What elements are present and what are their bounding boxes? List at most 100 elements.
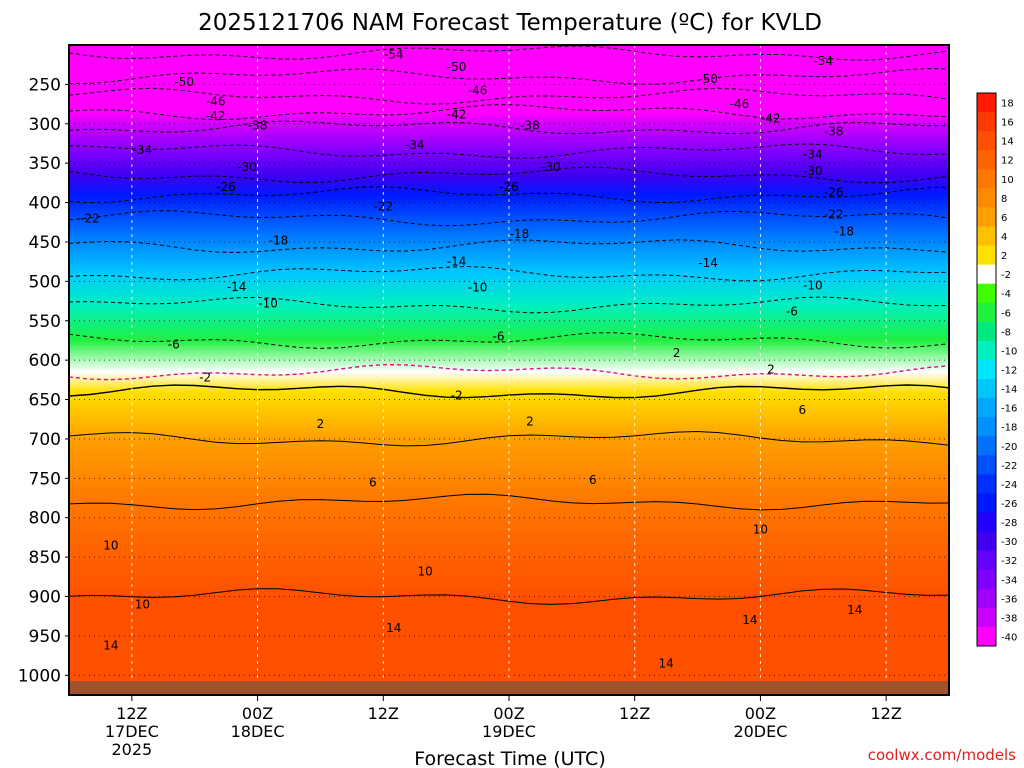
contour-label: -50 <box>698 72 718 86</box>
colorbar-tick-label: 16 <box>1001 118 1014 129</box>
contour-label: -10 <box>468 281 488 295</box>
contour-label-text: -10 <box>803 278 823 292</box>
contour-labels: -54-50 -54-50 -50-46-46 -46-42 -42 -42-38 -38-… <box>80 47 862 670</box>
contour-label-text: 10 <box>753 523 768 537</box>
contour-label: 2 <box>673 346 681 360</box>
contour-label-text: 14 <box>742 613 757 627</box>
contour-label: 6 <box>799 403 807 417</box>
y-tick-label: 650 <box>29 391 61 411</box>
contour-label: -26 <box>499 180 519 194</box>
contour-label-text: -26 <box>499 180 519 194</box>
y-tick-label: 750 <box>29 469 61 489</box>
colorbar-tick-label: -24 <box>1001 480 1017 491</box>
colorbar-tick-label: -40 <box>1001 632 1017 643</box>
x-axis-ticks: 12Z 17DEC 2025 00Z 18DEC 12Z 00Z 19DEC 12Z 00Z 20D… <box>105 695 902 759</box>
colorbar-tick-label: -38 <box>1001 613 1017 624</box>
contour-label-text: -26 <box>216 180 236 194</box>
contour-label-text: -46 <box>730 97 750 111</box>
contour-label: -10 <box>803 278 823 292</box>
contour-label: -50 <box>447 60 467 74</box>
contour-label-text: 6 <box>589 473 597 487</box>
contour-label-text: 14 <box>103 638 118 652</box>
contour-label-text: -6 <box>493 330 505 344</box>
colorbar-tick-label: -20 <box>1001 442 1017 453</box>
y-tick-label: 400 <box>29 194 61 214</box>
colorbar-swatch <box>977 245 996 266</box>
y-tick-label: 950 <box>29 627 61 647</box>
colorbar-swatch <box>977 550 996 571</box>
colorbar-tick-label: -22 <box>1001 461 1017 472</box>
colorbar-swatch <box>977 150 996 170</box>
contour-label-text: 14 <box>847 603 862 617</box>
contour-label: -46 <box>468 84 488 98</box>
chart-title: 2025121706 NAM Forecast Temperature (ºC)… <box>198 10 822 36</box>
y-tick-label: 1000 <box>18 666 61 686</box>
contour-label-text: -10 <box>468 281 488 295</box>
contour-label: 2 <box>767 363 775 377</box>
contour-label: -50 <box>174 75 194 89</box>
contour-label-text: -42 <box>206 109 226 123</box>
colorbar-tick-label: -36 <box>1001 594 1017 605</box>
contour-label-text: -14 <box>227 280 247 294</box>
colorbar-swatch <box>977 340 996 361</box>
contour-label: 6 <box>589 473 597 487</box>
grid-lines <box>69 45 949 695</box>
contour-label-text: -42 <box>761 111 781 125</box>
colorbar: 18 16 14 12 10 8 6 4 2 -2 -4 -6 -8 -10 -12 -14 -16 -18 -20… <box>976 92 1017 647</box>
y-tick-label: 250 <box>29 75 61 95</box>
colorbar-swatch <box>977 607 996 628</box>
contour-label: -42 <box>761 111 781 125</box>
contour-label: 10 <box>135 597 150 611</box>
colorbar-swatch <box>977 226 996 247</box>
colorbar-swatch <box>977 93 996 113</box>
colorbar-swatch <box>977 112 996 132</box>
colorbar-tick-label: -18 <box>1001 423 1017 434</box>
contour-label: -18 <box>510 227 530 241</box>
colorbar-swatch <box>977 531 996 552</box>
isotherm-line <box>69 67 949 85</box>
y-tick-label: 900 <box>29 588 61 608</box>
colorbar-swatch <box>977 264 996 285</box>
contour-label-text: -18 <box>269 233 289 247</box>
y-tick-label: 500 <box>29 272 61 292</box>
contour-label-text: 2 <box>767 363 775 377</box>
colorbar-swatch <box>977 207 996 227</box>
contour-label: -6 <box>493 330 505 344</box>
colorbar-swatch <box>977 302 996 323</box>
colorbar-swatch <box>977 283 996 304</box>
colorbar-swatch <box>977 417 996 437</box>
contour-label-text: -30 <box>237 160 257 174</box>
y-tick-label: 700 <box>29 430 61 450</box>
colorbar-swatch <box>977 169 996 189</box>
colorbar-swatch <box>977 359 996 380</box>
contour-label-text: -46 <box>468 84 488 98</box>
contour-label: -10 <box>258 296 278 310</box>
isotherm-line <box>69 104 949 121</box>
contour-label: 10 <box>753 523 768 537</box>
colorbar-tick-label: -30 <box>1001 537 1017 548</box>
contour-label: -46 <box>206 95 226 109</box>
isotherm-line <box>69 120 949 135</box>
isotherm-line <box>69 239 949 254</box>
x-axis-label: Forecast Time (UTC) <box>414 748 605 768</box>
x-tick-label: 12Z <box>870 704 901 723</box>
y-tick-label: 450 <box>29 233 61 253</box>
contour-label-text: -54 <box>813 54 833 68</box>
contour-label-text: 6 <box>799 403 807 417</box>
contour-label-text: -38 <box>248 118 268 132</box>
contour-label: -22 <box>80 211 100 225</box>
colorbar-tick-label: -4 <box>1001 289 1011 300</box>
contour-label: -38 <box>520 118 540 132</box>
contour-label-text: -14 <box>447 255 467 269</box>
contour-label: 14 <box>847 603 862 617</box>
contour-label: -34 <box>803 148 823 162</box>
colorbar-swatch <box>977 474 996 494</box>
contour-label-text: -34 <box>803 148 823 162</box>
colorbar-swatch <box>977 512 996 533</box>
contour-label-text: 6 <box>369 475 377 489</box>
contour-label-text: -2 <box>451 389 463 403</box>
contour-label-text: -30 <box>541 160 561 174</box>
contour-label-text: 14 <box>386 621 401 635</box>
contour-label-text: -34 <box>405 138 425 152</box>
credit-link[interactable]: coolwx.com/models <box>868 746 1016 764</box>
